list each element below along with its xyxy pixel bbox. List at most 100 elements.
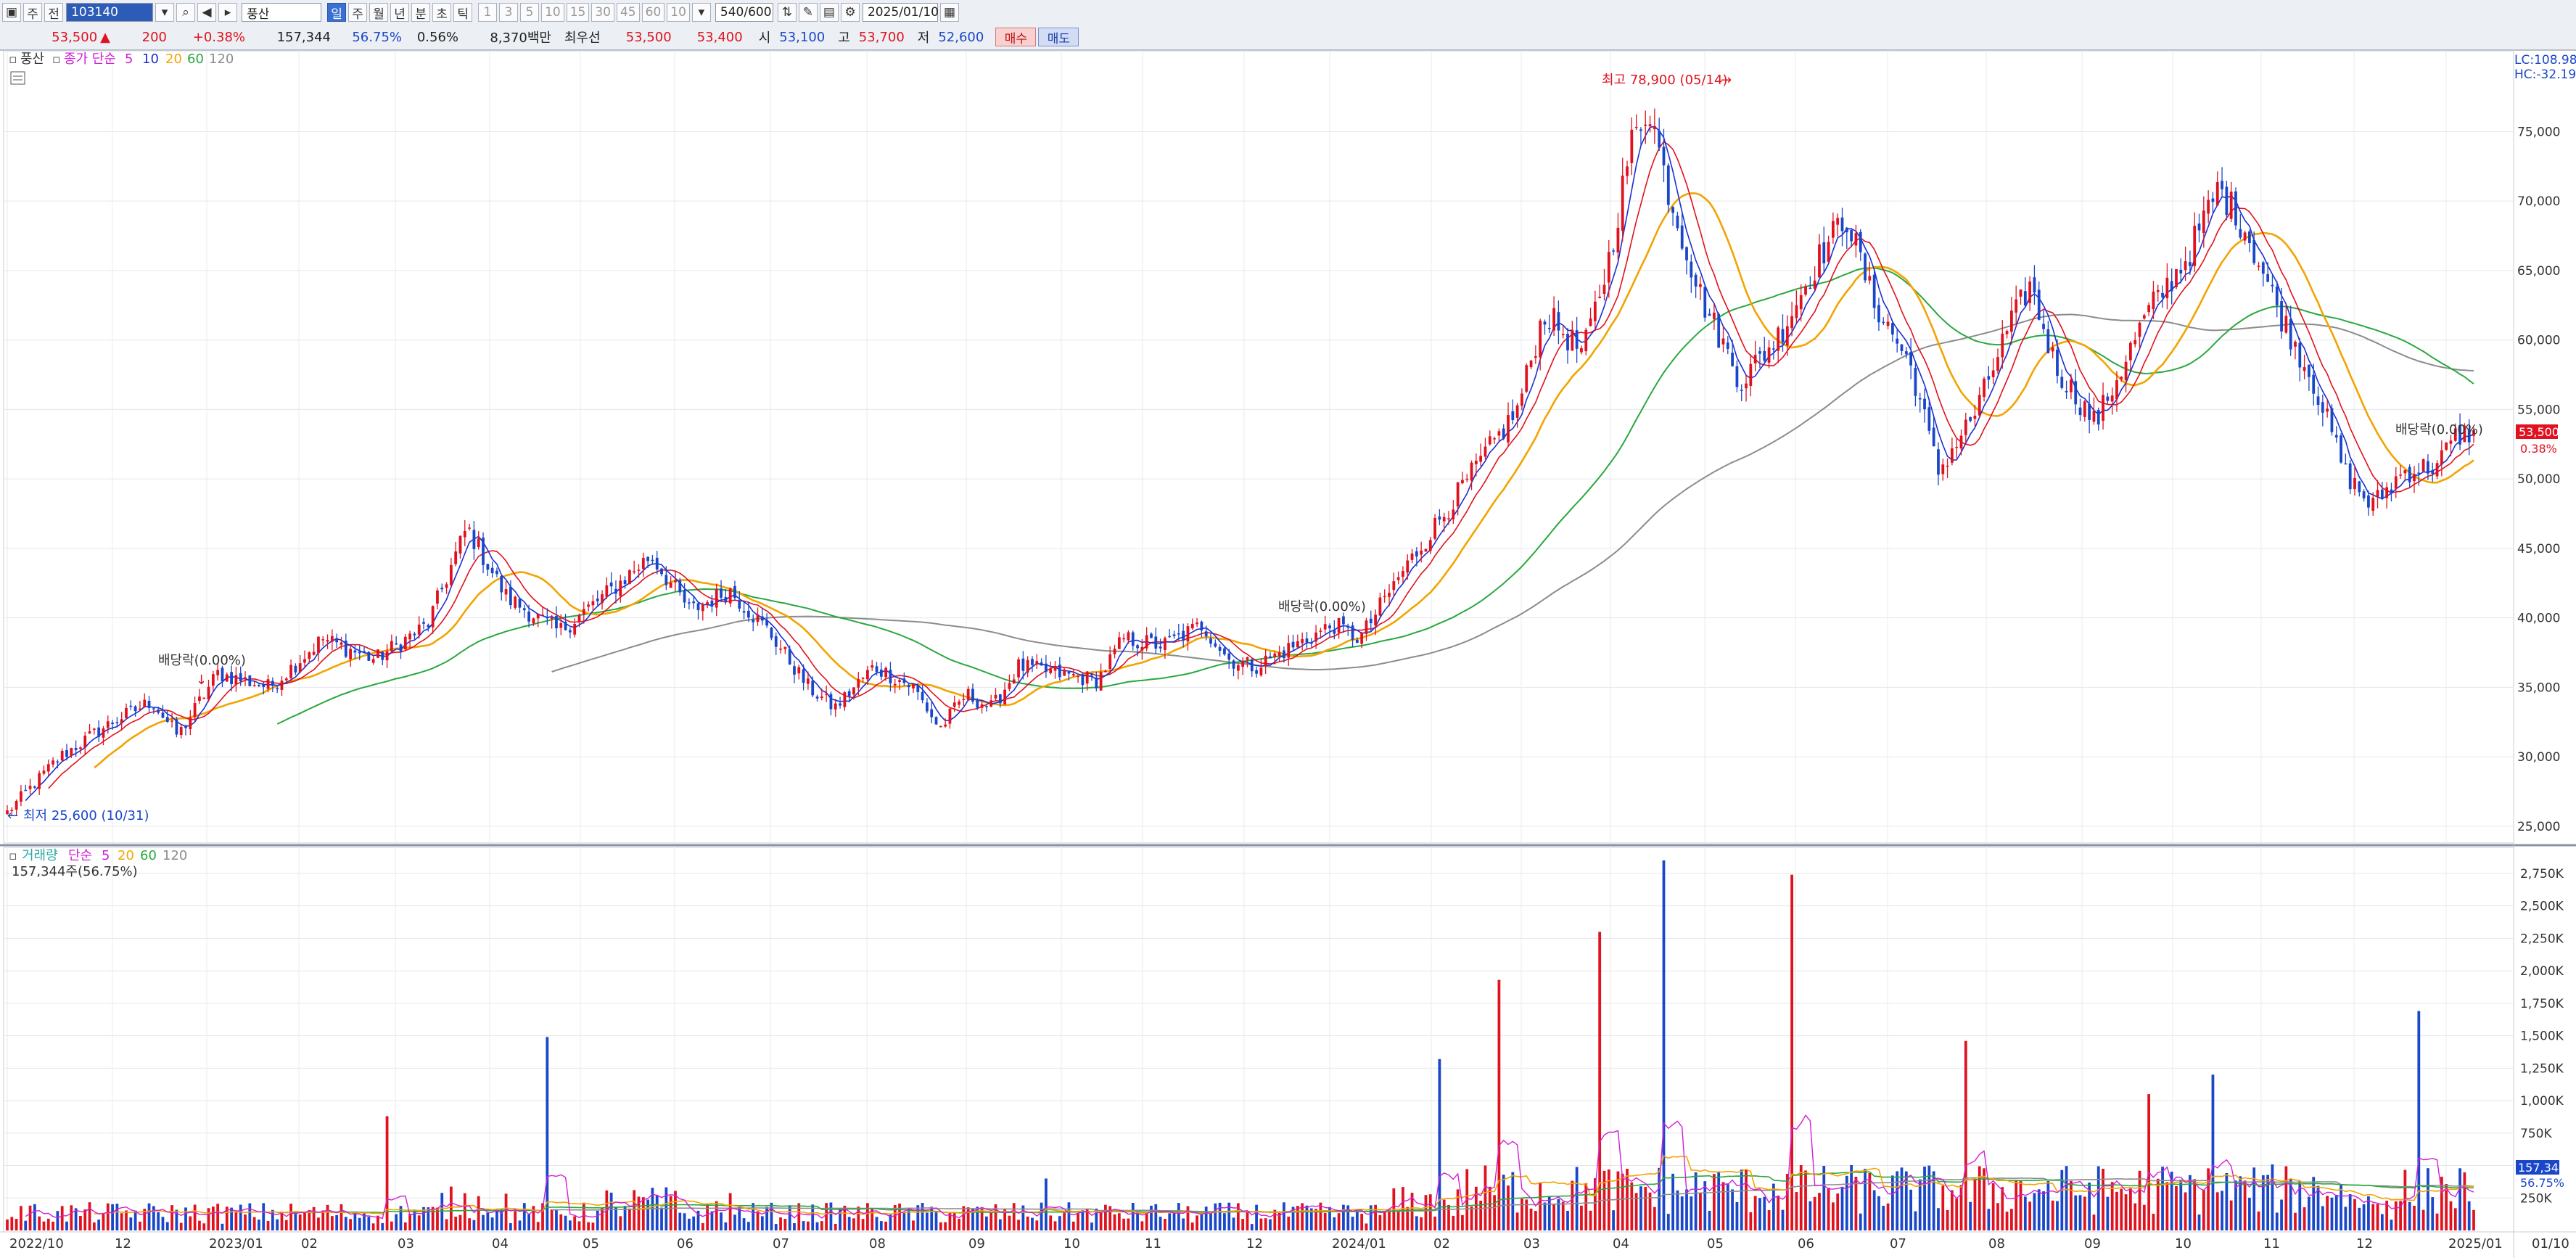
chart-area[interactable]: 25,000 30,000 35,000 40,000 45,000 50,000 55,0… [0, 49, 2576, 1258]
volume-bar [303, 1212, 306, 1230]
volume-bar [230, 1207, 233, 1230]
candle-body [52, 760, 54, 765]
candle-body [2015, 299, 2018, 313]
volume-bar [1557, 1199, 1560, 1230]
candle-body [2225, 186, 2229, 215]
layout-icon[interactable]: ▣ [2, 3, 22, 22]
speaker-icon[interactable]: ◀ [197, 3, 217, 22]
count-input[interactable]: 540/600 [715, 3, 773, 22]
period-button-second[interactable]: 초 [432, 3, 452, 22]
volume-legend[interactable]: ▫ 거래량 단순 5 20 60 120 157,344주(56.75%) [9, 848, 187, 879]
volume-bar [1699, 1192, 1702, 1230]
volume-bar [88, 1202, 91, 1230]
volume-bar [1058, 1216, 1061, 1230]
candle-body [871, 665, 874, 668]
candle-body [74, 747, 78, 750]
candle-body [2010, 311, 2013, 332]
indicator-list-icon[interactable] [10, 71, 25, 85]
stock-name-field[interactable]: 풍산 [242, 3, 322, 22]
save-icon[interactable]: ▤ [819, 3, 839, 22]
interval-button-30[interactable]: 30 [591, 3, 614, 22]
candle-body [1991, 370, 1995, 377]
x-tick-label: 02 [1433, 1236, 1450, 1251]
interval-button-3[interactable]: 3 [499, 3, 519, 22]
period-button-year[interactable]: 년 [390, 3, 410, 22]
candlestick-series [6, 108, 2475, 816]
interval-button-15[interactable]: 15 [566, 3, 590, 22]
period-button-day[interactable]: 일 [327, 3, 347, 22]
volume-bar [884, 1221, 888, 1230]
search-icon[interactable]: ⌕ [176, 3, 196, 22]
volume-bar [353, 1212, 357, 1230]
period-button-week[interactable]: 주 [348, 3, 368, 22]
settings-icon[interactable]: ⚙ [840, 3, 860, 22]
candle-body [252, 685, 256, 687]
volume-bar [170, 1205, 173, 1230]
volume-bar [2023, 1196, 2027, 1230]
volume-bar [1690, 1196, 1693, 1230]
interval-custom-input[interactable]: 10 [667, 3, 690, 22]
candle-body [1923, 398, 1926, 410]
legend-toggle-icon-2[interactable]: ▫ [52, 52, 61, 67]
volume-bar [38, 1216, 41, 1230]
volume-bar [1305, 1205, 1309, 1230]
legend-toggle-icon-vol[interactable]: ▫ [9, 849, 17, 863]
candle-body [2074, 381, 2078, 405]
candle-body [221, 667, 224, 682]
interval-button-60[interactable]: 60 [641, 3, 665, 22]
interval-button-10[interactable]: 10 [541, 3, 564, 22]
candle-body [669, 583, 672, 588]
candle-body [1529, 361, 1533, 368]
candle-body [454, 551, 458, 564]
stock-code-input[interactable]: 103140 [66, 3, 154, 22]
volume-bar [317, 1217, 320, 1230]
interval-button-1[interactable]: 1 [478, 3, 498, 22]
arrow-icon[interactable]: ▸ [218, 3, 238, 22]
volume-bar [1877, 1196, 1880, 1230]
candle-body [1104, 671, 1107, 673]
candle-body [1804, 286, 1807, 295]
volume-bar [1031, 1217, 1034, 1230]
candle-body [1909, 352, 1913, 366]
volume-bar [2215, 1192, 2219, 1230]
period-button-tick[interactable]: 틱 [453, 3, 473, 22]
candle-body [692, 601, 696, 604]
volume-bar [2289, 1178, 2292, 1230]
volume-bar [1291, 1206, 1295, 1230]
candle-body [742, 611, 746, 613]
buy-button[interactable]: 매수 [995, 28, 1037, 46]
period-button-minute[interactable]: 분 [411, 3, 431, 22]
date-input[interactable]: 2025/01/10 [862, 3, 939, 22]
volume-bar [1932, 1171, 1935, 1230]
zoom-icon[interactable]: ⇅ [777, 3, 797, 22]
volume-bar [710, 1211, 714, 1230]
bid-price: 53,400 [696, 29, 743, 45]
chevron-down-icon[interactable]: ▾ [155, 3, 175, 22]
volume-bar [1077, 1213, 1079, 1230]
drawing-icon[interactable]: ✎ [798, 3, 818, 22]
view-mode-button[interactable]: 전 [44, 3, 64, 22]
volume-bar [1662, 860, 1666, 1230]
candle-body [28, 786, 32, 789]
interval-chevron-icon[interactable]: ▾ [691, 3, 711, 22]
candle-body [627, 570, 631, 584]
price-legend[interactable]: ▫ 풍산 ▫ 종가 단순 5 10 20 60 120 [9, 52, 234, 85]
legend-toggle-icon[interactable]: ▫ [9, 52, 17, 67]
calendar-icon[interactable]: ▦ [939, 3, 960, 22]
candle-body [482, 537, 485, 565]
candle-body [1369, 618, 1373, 623]
candle-body [2215, 181, 2219, 206]
volume-bar [1196, 1215, 1198, 1230]
candle-body [710, 600, 714, 607]
candle-body [294, 665, 297, 673]
candle-body [2390, 489, 2393, 493]
sell-button[interactable]: 매도 [1038, 28, 1079, 46]
period-mode-select[interactable]: 주 [23, 3, 43, 22]
interval-button-5[interactable]: 5 [520, 3, 540, 22]
period-button-month[interactable]: 월 [369, 3, 389, 22]
candle-body [344, 641, 347, 657]
volume-bar [2348, 1194, 2352, 1230]
volume-bar [871, 1209, 874, 1230]
candle-body [1932, 427, 1935, 447]
interval-button-45[interactable]: 45 [616, 3, 640, 22]
